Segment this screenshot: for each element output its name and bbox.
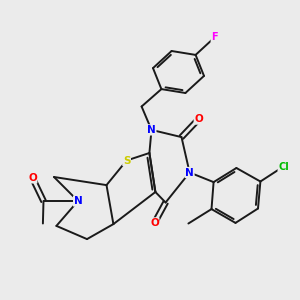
Text: O: O (150, 218, 159, 228)
Text: O: O (194, 114, 203, 124)
Text: O: O (28, 173, 37, 183)
Text: N: N (185, 167, 194, 178)
Text: N: N (147, 125, 156, 135)
Text: F: F (211, 32, 218, 43)
Text: S: S (123, 155, 130, 166)
Text: N: N (74, 196, 82, 206)
Text: Cl: Cl (278, 161, 289, 172)
